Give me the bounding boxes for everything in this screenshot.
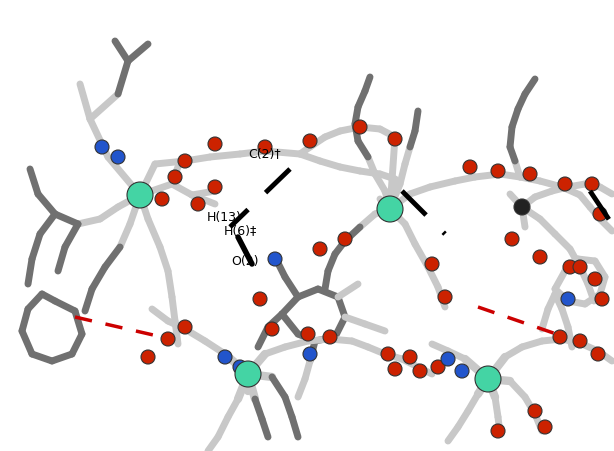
Circle shape (553, 330, 567, 344)
Circle shape (111, 151, 125, 165)
Circle shape (563, 260, 577, 274)
Circle shape (208, 180, 222, 194)
Circle shape (303, 347, 317, 361)
Circle shape (265, 322, 279, 336)
Circle shape (561, 292, 575, 306)
Circle shape (323, 330, 337, 344)
Circle shape (491, 424, 505, 438)
Circle shape (268, 253, 282, 267)
Circle shape (591, 347, 605, 361)
Circle shape (381, 347, 395, 361)
Circle shape (178, 155, 192, 169)
Circle shape (514, 199, 530, 216)
Circle shape (233, 360, 247, 374)
Circle shape (388, 362, 402, 376)
Circle shape (595, 292, 609, 306)
Text: C(2)†: C(2)† (248, 148, 281, 161)
Circle shape (155, 193, 169, 207)
Circle shape (127, 183, 153, 208)
Circle shape (455, 364, 469, 378)
Circle shape (441, 352, 455, 366)
Circle shape (301, 327, 315, 341)
Circle shape (438, 290, 452, 304)
Circle shape (208, 138, 222, 152)
Text: H(6)‡: H(6)‡ (224, 225, 257, 238)
Circle shape (573, 334, 587, 348)
Circle shape (573, 260, 587, 274)
Circle shape (377, 197, 403, 222)
Circle shape (585, 178, 599, 192)
Circle shape (413, 364, 427, 378)
Circle shape (253, 292, 267, 306)
Circle shape (593, 207, 607, 221)
Circle shape (191, 198, 205, 212)
Circle shape (463, 161, 477, 175)
Circle shape (218, 350, 232, 364)
Circle shape (141, 350, 155, 364)
Circle shape (178, 320, 192, 334)
Circle shape (533, 250, 547, 264)
Circle shape (161, 332, 175, 346)
Circle shape (403, 350, 417, 364)
Circle shape (505, 232, 519, 246)
Text: O(2): O(2) (231, 255, 258, 268)
Circle shape (431, 360, 445, 374)
Text: H(13): H(13) (207, 211, 242, 224)
Circle shape (475, 366, 501, 392)
Circle shape (338, 232, 352, 246)
Circle shape (388, 133, 402, 147)
Circle shape (558, 178, 572, 192)
Circle shape (258, 141, 272, 155)
Circle shape (303, 135, 317, 149)
Circle shape (235, 361, 261, 387)
Circle shape (538, 420, 552, 434)
Circle shape (491, 165, 505, 179)
Circle shape (425, 258, 439, 272)
Circle shape (95, 141, 109, 155)
Circle shape (588, 272, 602, 286)
Circle shape (353, 121, 367, 135)
Circle shape (523, 168, 537, 182)
Circle shape (168, 170, 182, 184)
Circle shape (313, 243, 327, 257)
Circle shape (528, 404, 542, 418)
